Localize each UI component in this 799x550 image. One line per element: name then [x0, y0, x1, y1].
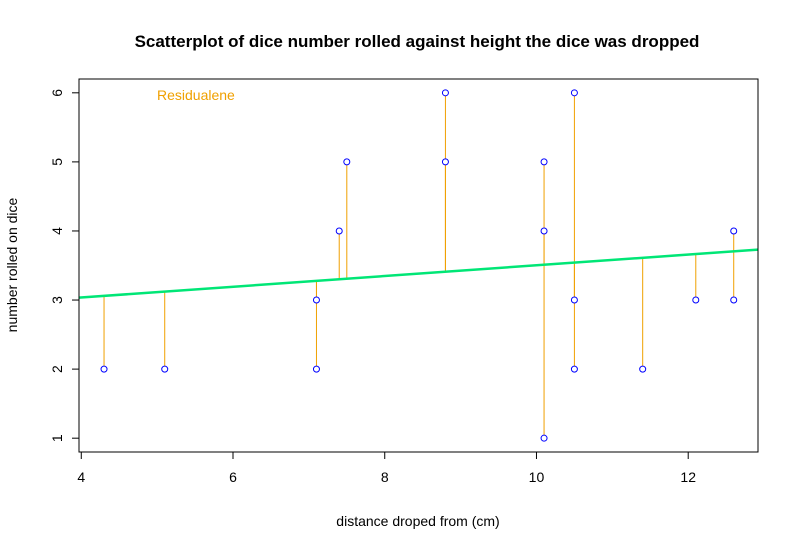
y-tick-label-1: 1 [49, 434, 65, 442]
y-tick-label-6: 6 [49, 89, 65, 97]
data-point-2 [312, 296, 320, 304]
data-point-7 [441, 158, 449, 166]
y-axis-label: number rolled on dice [4, 197, 20, 332]
x-tick-label-10: 10 [529, 469, 545, 485]
x-tick-label-8: 8 [381, 469, 389, 485]
data-points [100, 89, 738, 442]
y-tick-label-2: 2 [49, 365, 65, 373]
data-point-6 [441, 89, 449, 97]
y-tick-label-4: 4 [49, 227, 65, 235]
data-point-0 [100, 365, 108, 373]
chart-title: Scatterplot of dice number rolled agains… [135, 32, 700, 51]
data-point-10 [540, 434, 548, 442]
regression-line [78, 248, 759, 299]
x-tick-label-12: 12 [680, 469, 696, 485]
data-point-11 [570, 89, 578, 97]
x-tick-label-4: 4 [77, 469, 85, 485]
data-point-12 [570, 296, 578, 304]
x-axis-label: distance droped from (cm) [336, 513, 499, 529]
data-point-4 [335, 227, 343, 235]
y-tick-label-3: 3 [49, 296, 65, 304]
data-point-8 [540, 158, 548, 166]
data-point-1 [161, 365, 169, 373]
x-axis: 4 6 8 10 12 [77, 451, 696, 485]
data-point-16 [730, 227, 738, 235]
y-axis: 1 2 3 4 5 6 [49, 89, 80, 442]
y-tick-label-5: 5 [49, 158, 65, 166]
data-point-5 [343, 158, 351, 166]
data-point-13 [570, 365, 578, 373]
residual-annotation: Residualene [157, 87, 235, 103]
data-point-3 [312, 365, 320, 373]
data-point-14 [639, 365, 647, 373]
data-point-9 [540, 227, 548, 235]
data-point-15 [692, 296, 700, 304]
data-point-17 [730, 296, 738, 304]
x-tick-label-6: 6 [229, 469, 237, 485]
plot-frame [78, 78, 759, 453]
residual-lines [103, 92, 735, 439]
